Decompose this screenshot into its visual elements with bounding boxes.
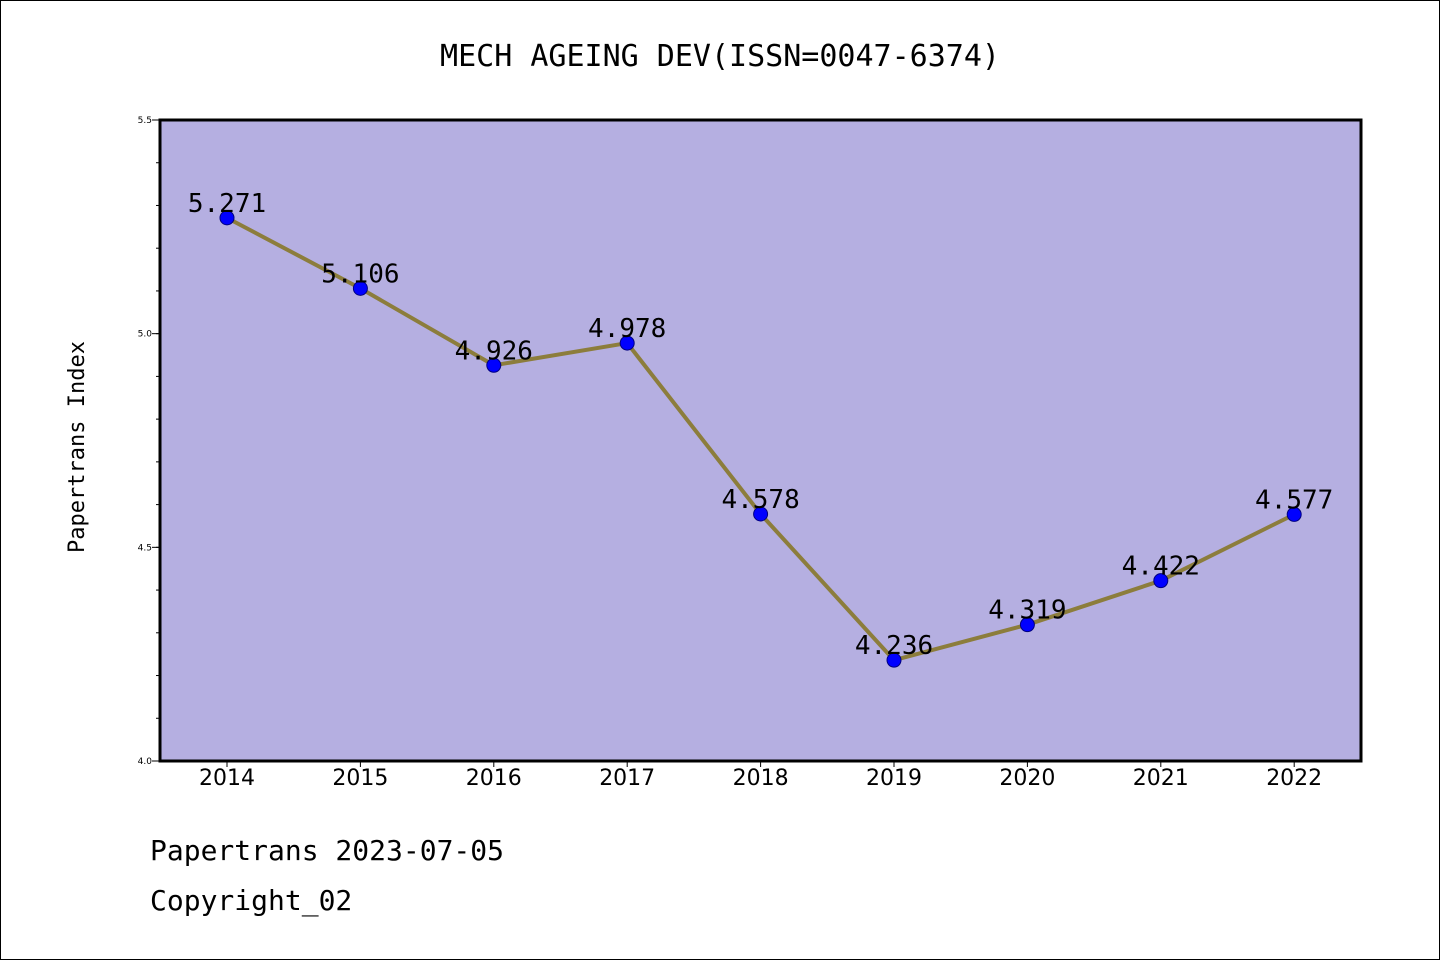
x-tick-label: 2018 [733,766,789,791]
y-tick-label: 4.0 [138,757,153,767]
y-tick-label: 5.5 [138,116,152,126]
data-labels: 5.271 5.106 4.926 4.978 4.578 4.236 4.319 4.422… [188,189,1333,661]
data-point [886,652,902,668]
data-label: 4.319 [988,596,1066,626]
x-tick-label: 2022 [1266,766,1322,791]
y-axis: 4.0 4.5 5.0 5.5 [138,116,160,767]
data-point [1286,506,1302,522]
data-label: 4.978 [588,314,666,344]
x-tick-label: 2021 [1133,766,1189,791]
y-tick-label: 5.0 [138,330,153,340]
data-label: 4.236 [855,631,933,661]
data-label: 5.271 [188,189,266,219]
data-label: 4.578 [721,485,799,515]
data-point [753,506,769,522]
chart-title: MECH AGEING DEV(ISSN=0047-6374) [440,39,1000,74]
series [219,210,1302,668]
x-axis: 2014 2015 2016 2017 2018 2019 2020 2021 2022 [199,761,1322,791]
data-point [1019,617,1035,633]
x-tick-label: 2020 [999,766,1055,791]
data-label: 4.577 [1255,485,1333,515]
y-tick-label: 4.5 [138,543,152,553]
data-label: 5.106 [321,259,399,289]
data-point [219,210,235,226]
data-point [1153,573,1169,589]
x-tick-label: 2016 [466,766,522,791]
data-point [352,280,368,296]
footer-date: Papertrans 2023-07-05 [150,834,505,867]
data-label: 4.422 [1122,552,1200,582]
x-tick-label: 2019 [866,766,922,791]
x-tick-label: 2014 [199,766,255,791]
y-axis-label: Papertrans Index [65,341,90,553]
data-label: 4.926 [455,336,533,366]
footer-copyright: Copyright_02 [150,884,353,917]
x-tick-label: 2015 [332,766,388,791]
plot-area [158,118,1363,763]
x-tick-label: 2017 [599,766,655,791]
data-point [619,335,635,351]
data-point [486,357,502,373]
